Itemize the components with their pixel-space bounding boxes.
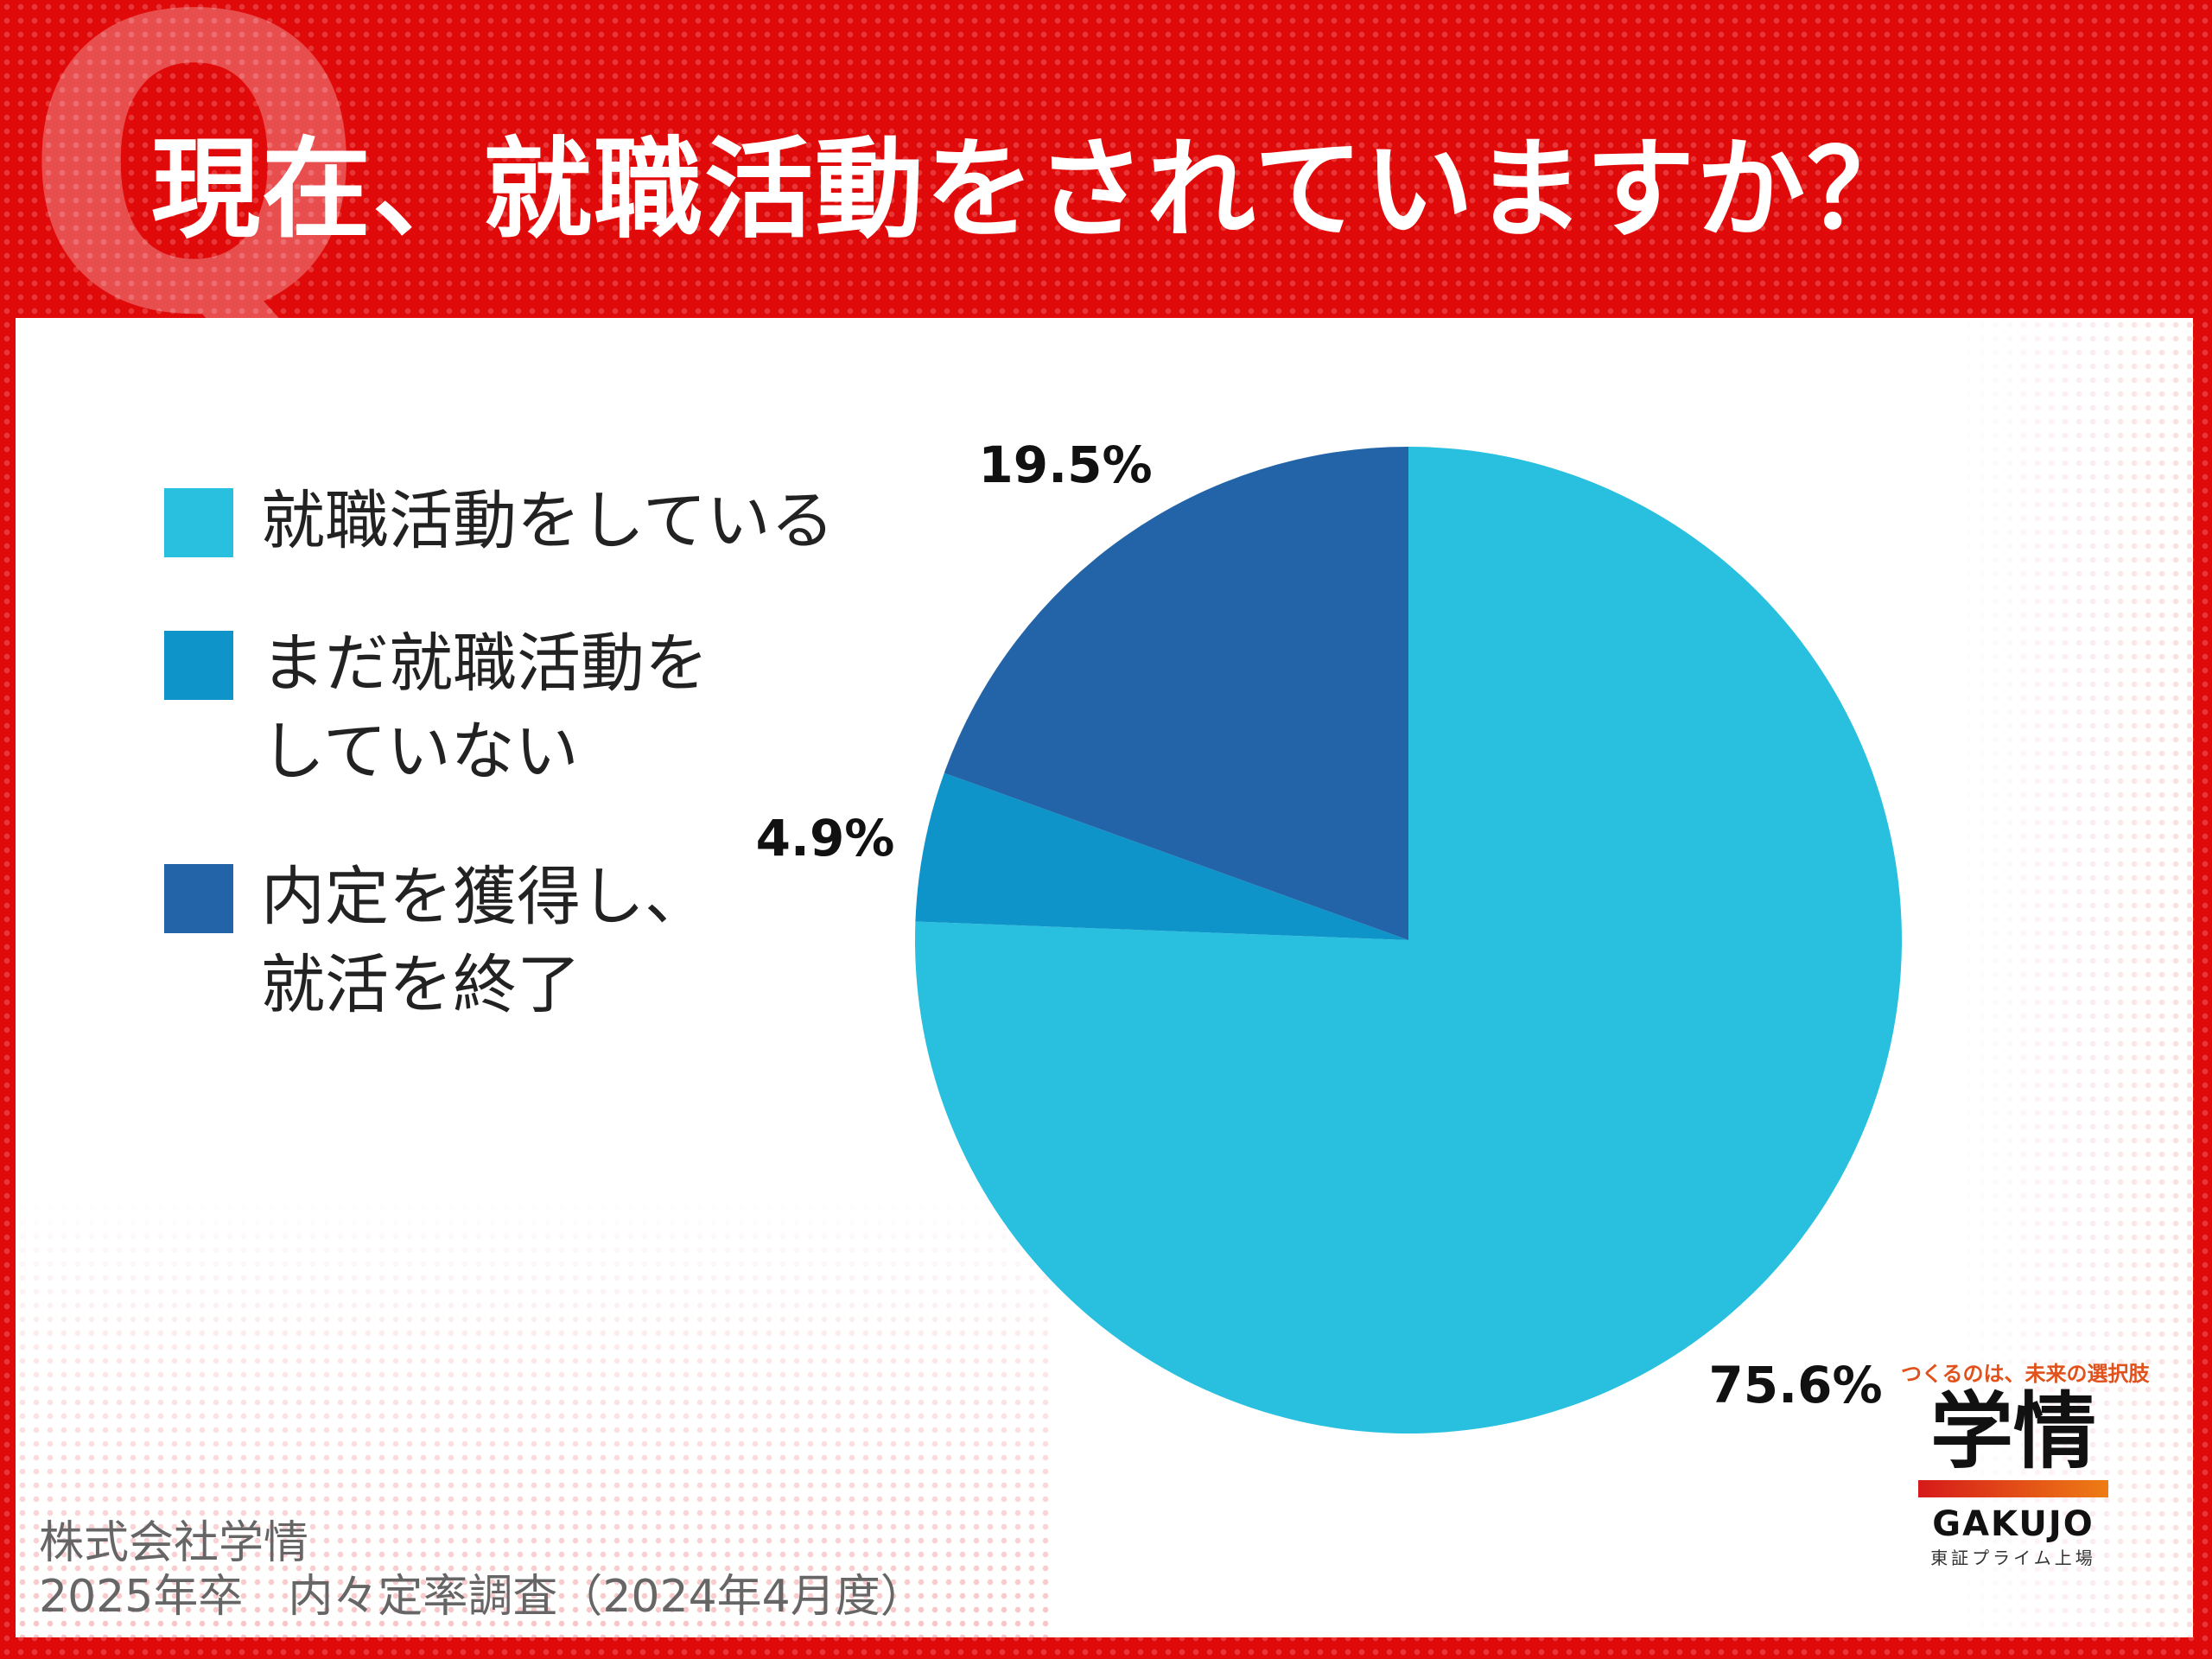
legend-item-searching: 就職活動をしている: [164, 484, 835, 565]
pie-data-label-1: 4.9%: [756, 809, 895, 868]
source-note: 株式会社学情 2025年卒 内々定率調査（2024年4月度）: [39, 1516, 925, 1624]
legend-line: まだ就職活動を: [261, 626, 709, 701]
legend-line: していない: [261, 715, 579, 790]
legend-line: 就職活動をしている: [261, 484, 835, 558]
legend-item-finished: 内定を獲得し、 就活を終了: [164, 860, 709, 1029]
legend-item-not-started: まだ就職活動を していない: [164, 626, 709, 796]
pie-data-labels: 75.6% 4.9% 19.5%: [756, 435, 1883, 1414]
panel-dot-pattern-bottom: [16, 1188, 1052, 1637]
chart-panel: 75.6% 4.9% 19.5% 就職活動をしている まだ就職活動を していない 内…: [16, 318, 2193, 1637]
brand-gradient-bar: [1918, 1479, 2108, 1497]
brand-roman: GAKUJO: [1932, 1503, 2094, 1544]
question-badge-letter: Q: [22, 0, 367, 404]
pie-slice-2: [944, 447, 1408, 940]
legend-swatch: [164, 631, 233, 700]
legend-label: まだ就職活動を していない: [261, 620, 709, 796]
source-line-survey: 2025年卒 内々定率調査（2024年4月度）: [39, 1571, 925, 1624]
legend-label: 内定を獲得し、 就活を終了: [261, 853, 709, 1029]
pie-chart: 75.6% 4.9% 19.5%: [756, 435, 1902, 1433]
legend-swatch: [164, 864, 233, 933]
legend-line: 内定を獲得し、: [261, 860, 709, 934]
brand-tagline: つくるのは、未来の選択肢: [1901, 1362, 2150, 1386]
pie-slices: [915, 447, 1902, 1433]
source-line-company: 株式会社学情: [39, 1517, 309, 1569]
gakujo-logo: つくるのは、未来の選択肢 学情 GAKUJO 東証プライム上場: [1901, 1357, 2150, 1569]
pie-data-label-2: 19.5%: [978, 435, 1152, 494]
page-title: 現在、就職活動をされていますか？: [151, 126, 1918, 253]
legend-label: 就職活動をしている: [261, 477, 835, 565]
pie-slice-1: [915, 772, 1408, 940]
pie-data-label-0: 75.6%: [1708, 1356, 1882, 1414]
legend-swatch: [164, 488, 233, 557]
legend-line: 就活を終了: [261, 948, 581, 1023]
brand-name: 学情: [1930, 1383, 2096, 1480]
brand-subtitle: 東証プライム上場: [1930, 1547, 2096, 1568]
